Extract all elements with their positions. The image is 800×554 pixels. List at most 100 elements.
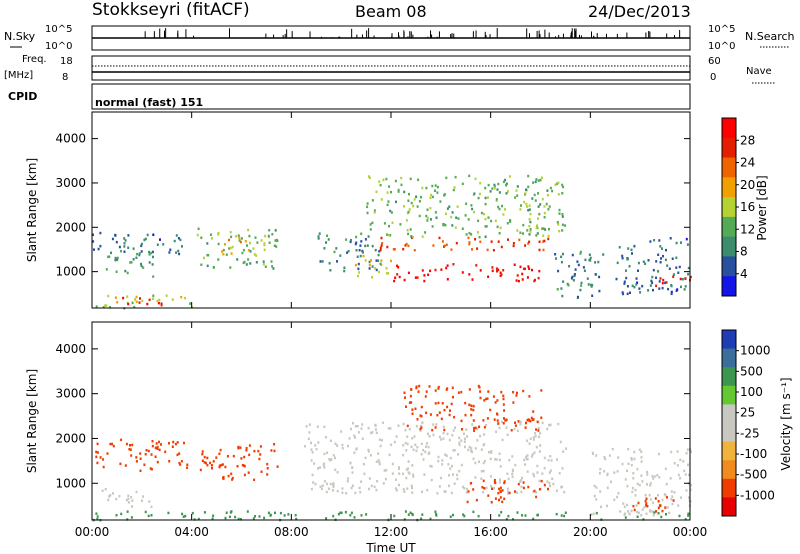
power-cell [339, 254, 342, 257]
velocity-cell [610, 480, 612, 484]
velocity-cell [520, 479, 523, 482]
power-cell [217, 232, 220, 235]
velocity-cell [402, 444, 405, 447]
power-cell [507, 190, 509, 193]
power-cell [525, 188, 527, 191]
velocity-cell [495, 430, 498, 433]
power-cell [423, 279, 426, 283]
velocity-cell [430, 478, 433, 482]
power-colorbar-swatch [722, 157, 736, 178]
power-cell [579, 250, 582, 254]
velocity-cell [181, 512, 184, 516]
power-cell [143, 238, 146, 242]
velocity-cell [418, 384, 421, 388]
power-cell [685, 237, 688, 241]
velocity-cell [340, 511, 343, 515]
velocity-cell [263, 516, 266, 520]
velocity-cell [657, 506, 660, 510]
power-colorbar-swatch [722, 236, 736, 257]
power-cell [623, 280, 626, 283]
power-cell [577, 263, 580, 267]
power-ylabel: Slant Range [km] [25, 158, 39, 262]
power-cell [124, 239, 127, 242]
velocity-cell [375, 431, 378, 435]
velocity-cell [454, 426, 456, 429]
velocity-cell [178, 461, 181, 465]
velocity-cell [144, 453, 147, 456]
velocity-cell [478, 460, 480, 463]
power-cell [378, 270, 381, 274]
velocity-cell [402, 422, 405, 426]
power-cell [504, 208, 506, 211]
velocity-ylabel: Slant Range [km] [25, 369, 39, 473]
power-cell [224, 243, 226, 246]
power-cell [123, 237, 126, 240]
velocity-cell [511, 475, 514, 479]
velocity-cell [131, 505, 133, 508]
velocity-cell [490, 450, 493, 453]
velocity-cell [549, 423, 552, 427]
power-cell [457, 217, 460, 220]
velocity-cell [443, 408, 446, 412]
power-cell [177, 249, 180, 253]
power-cell [318, 232, 321, 235]
power-cell [505, 182, 508, 185]
power-cell [235, 235, 238, 238]
velocity-cell [486, 417, 489, 420]
velocity-cell [407, 513, 410, 516]
power-cell [567, 284, 570, 287]
power-cell [151, 297, 154, 300]
velocity-cell [490, 475, 493, 478]
velocity-cell [357, 431, 360, 434]
nsky-label: N.Sky [4, 30, 36, 43]
velocity-ytick-label: 2000 [55, 431, 86, 445]
velocity-cell [360, 427, 363, 430]
velocity-cell [135, 456, 138, 459]
velocity-cell [489, 457, 492, 461]
velocity-cell [403, 391, 406, 394]
power-cell [679, 277, 682, 281]
velocity-cell [640, 456, 643, 459]
power-cell [424, 231, 427, 234]
velocity-cell [266, 462, 269, 466]
power-cell [517, 279, 520, 283]
power-cell [127, 234, 130, 237]
velocity-cell [377, 459, 380, 462]
power-cell [543, 239, 546, 243]
velocity-cell [472, 510, 475, 514]
velocity-xtick-label: 12:00 [374, 525, 409, 539]
velocity-cell [687, 512, 690, 515]
power-cell [375, 259, 378, 262]
velocity-cell [458, 441, 461, 445]
power-cell [579, 288, 582, 292]
power-cell [561, 229, 564, 232]
velocity-cell [287, 513, 290, 516]
velocity-cell [522, 389, 525, 393]
velocity-cell [464, 445, 466, 449]
velocity-cell [404, 510, 407, 513]
power-cell [123, 245, 126, 248]
power-cell [248, 234, 251, 238]
velocity-cell [483, 399, 486, 402]
velocity-cell [135, 490, 138, 494]
velocity-cell [492, 395, 495, 398]
velocity-cell [530, 416, 533, 420]
power-cell [681, 278, 684, 281]
velocity-cell [524, 463, 527, 466]
power-cell [362, 254, 365, 258]
power-cell [491, 266, 494, 269]
velocity-cell [305, 425, 308, 428]
power-cell [374, 267, 377, 270]
velocity-cell [330, 458, 333, 461]
power-cell [107, 294, 110, 298]
velocity-cell [483, 459, 486, 463]
power-cell [661, 281, 664, 285]
velocity-cell [657, 500, 660, 503]
velocity-cell [446, 432, 449, 436]
velocity-cell [645, 504, 648, 507]
velocity-cell [514, 490, 516, 493]
velocity-cell [557, 422, 560, 426]
velocity-cell [323, 462, 326, 465]
velocity-cell [425, 390, 428, 393]
power-cell [343, 266, 346, 269]
